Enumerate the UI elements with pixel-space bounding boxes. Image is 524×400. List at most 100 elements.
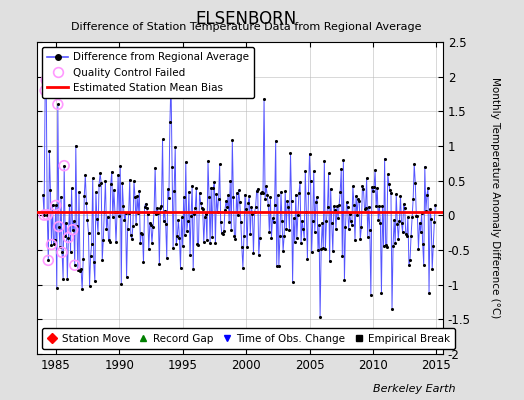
Point [361,206,369,212]
Point [259,190,267,196]
Point [399,201,408,207]
Point [51,202,60,209]
Point [194,242,203,249]
Point [341,224,350,230]
Point [144,211,152,217]
Point [131,194,139,201]
Point [231,236,239,242]
Point [40,212,48,218]
Point [212,191,221,198]
Text: Difference of Station Temperature Data from Regional Average: Difference of Station Temperature Data f… [71,22,421,32]
Point [303,256,312,262]
Point [264,202,272,208]
Point [116,162,124,169]
Point [336,189,344,195]
Point [207,185,215,191]
Point [177,214,185,221]
Point [431,202,440,208]
Point [235,198,244,205]
Point [185,188,193,195]
Point [333,203,341,209]
Point [45,148,53,154]
Point [69,226,77,233]
Point [299,226,308,232]
Point [152,211,160,218]
Point [189,266,198,272]
Point [64,234,73,241]
Point [294,211,302,218]
Point [97,180,105,186]
Point [224,192,232,199]
Point [76,268,84,274]
Point [312,199,320,206]
Point [371,167,379,173]
Point [368,184,376,191]
Point [322,218,331,224]
Point [380,155,389,162]
Point [285,227,293,233]
Point [261,196,269,202]
Point [370,184,378,191]
Point [78,286,86,293]
Point [102,226,111,232]
Point [410,161,419,167]
Point [355,198,364,204]
Point [159,218,168,224]
Point [174,216,182,223]
Point [74,267,82,273]
Point [364,234,372,240]
Point [110,187,118,194]
Point [162,254,171,261]
Point [414,246,423,252]
Point [332,226,340,232]
Point [58,249,66,256]
Point [329,248,337,254]
Point [88,241,96,248]
Point [39,192,47,198]
Point [103,213,112,220]
Point [316,314,324,320]
Point [356,236,365,243]
Point [51,202,60,209]
Point [202,211,210,217]
Point [319,244,328,251]
Point [121,217,129,223]
Text: ELSENBORN: ELSENBORN [195,10,297,28]
Point [325,258,334,264]
Point [292,235,301,242]
Point [155,261,163,267]
Point [375,203,384,209]
Point [237,218,245,225]
Point [138,231,147,237]
Point [86,253,95,260]
Point [49,241,58,248]
Point [172,241,180,247]
Point [105,239,114,245]
Point [320,157,329,164]
Point [72,142,80,149]
Point [111,209,119,215]
Point [73,223,81,229]
Point [376,220,385,226]
Point [112,239,120,246]
Point [328,220,336,226]
Point [222,198,230,204]
Point [282,226,290,232]
Point [374,217,383,224]
Point [254,186,262,192]
Point [365,204,373,210]
Point [321,246,330,252]
Point [180,194,188,200]
Point [214,196,223,202]
Point [387,190,395,196]
Point [94,230,102,236]
Point [313,194,321,200]
Point [223,204,231,210]
Point [301,168,310,174]
Point [391,240,399,246]
Point [423,192,431,198]
Point [339,157,347,164]
Point [367,292,375,298]
Point [417,229,425,235]
Y-axis label: Monthly Temperature Anomaly Difference (°C): Monthly Temperature Anomaly Difference (… [490,77,500,319]
